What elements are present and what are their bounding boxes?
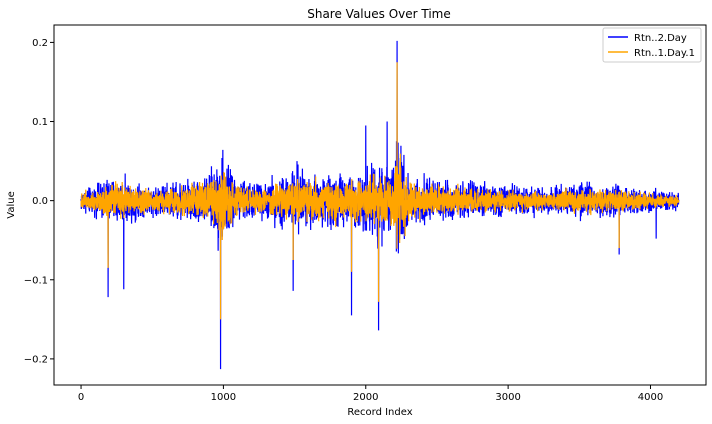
x-tick-label: 0 xyxy=(78,392,84,403)
legend: Rtn..2.Day Rtn..1.Day.1 xyxy=(602,27,702,63)
legend-label-rtn-2-day: Rtn..2.Day xyxy=(634,33,687,44)
plot-area xyxy=(53,24,707,386)
x-tick-label: 3000 xyxy=(495,392,520,403)
x-axis-title: Record Index xyxy=(347,407,412,418)
y-axis-title: Value xyxy=(6,191,17,218)
y-tick-label: 0.0 xyxy=(32,196,48,207)
x-axis-ticks: 0 1000 2000 3000 4000 xyxy=(78,385,663,403)
y-tick-label: −0.1 xyxy=(24,275,48,286)
y-tick-label: 0.2 xyxy=(32,38,48,49)
y-axis-ticks: −0.2 −0.1 0.0 0.1 0.2 xyxy=(24,38,54,365)
x-tick-label: 2000 xyxy=(353,392,378,403)
legend-label-rtn-1-day-1: Rtn..1.Day.1 xyxy=(634,48,695,59)
chart-title: Share Values Over Time xyxy=(307,7,451,21)
y-tick-label: −0.2 xyxy=(24,354,48,365)
series-layer xyxy=(80,40,680,370)
x-tick-label: 1000 xyxy=(211,392,236,403)
y-tick-label: 0.1 xyxy=(32,117,48,128)
series-line-rtn-1-day-1 xyxy=(80,62,680,320)
plot-frame xyxy=(53,24,707,386)
x-tick-label: 4000 xyxy=(638,392,663,403)
